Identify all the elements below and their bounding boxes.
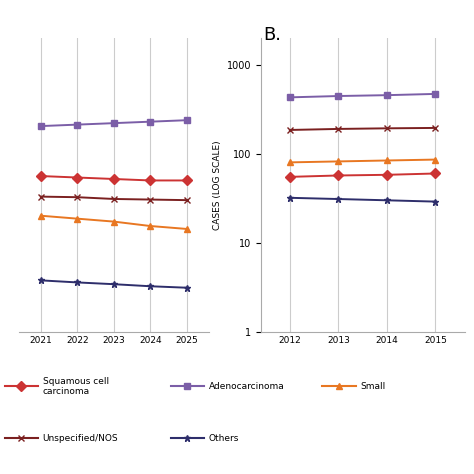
Text: Unspecified/NOS: Unspecified/NOS <box>43 434 118 443</box>
Text: Small: Small <box>360 382 385 391</box>
Text: Others: Others <box>209 434 239 443</box>
Y-axis label: CASES (LOG SCALE): CASES (LOG SCALE) <box>213 140 222 230</box>
Text: Adenocarcinoma: Adenocarcinoma <box>209 382 284 391</box>
Text: Squamous cell
carcinoma: Squamous cell carcinoma <box>43 377 109 396</box>
Text: B.: B. <box>263 26 281 44</box>
